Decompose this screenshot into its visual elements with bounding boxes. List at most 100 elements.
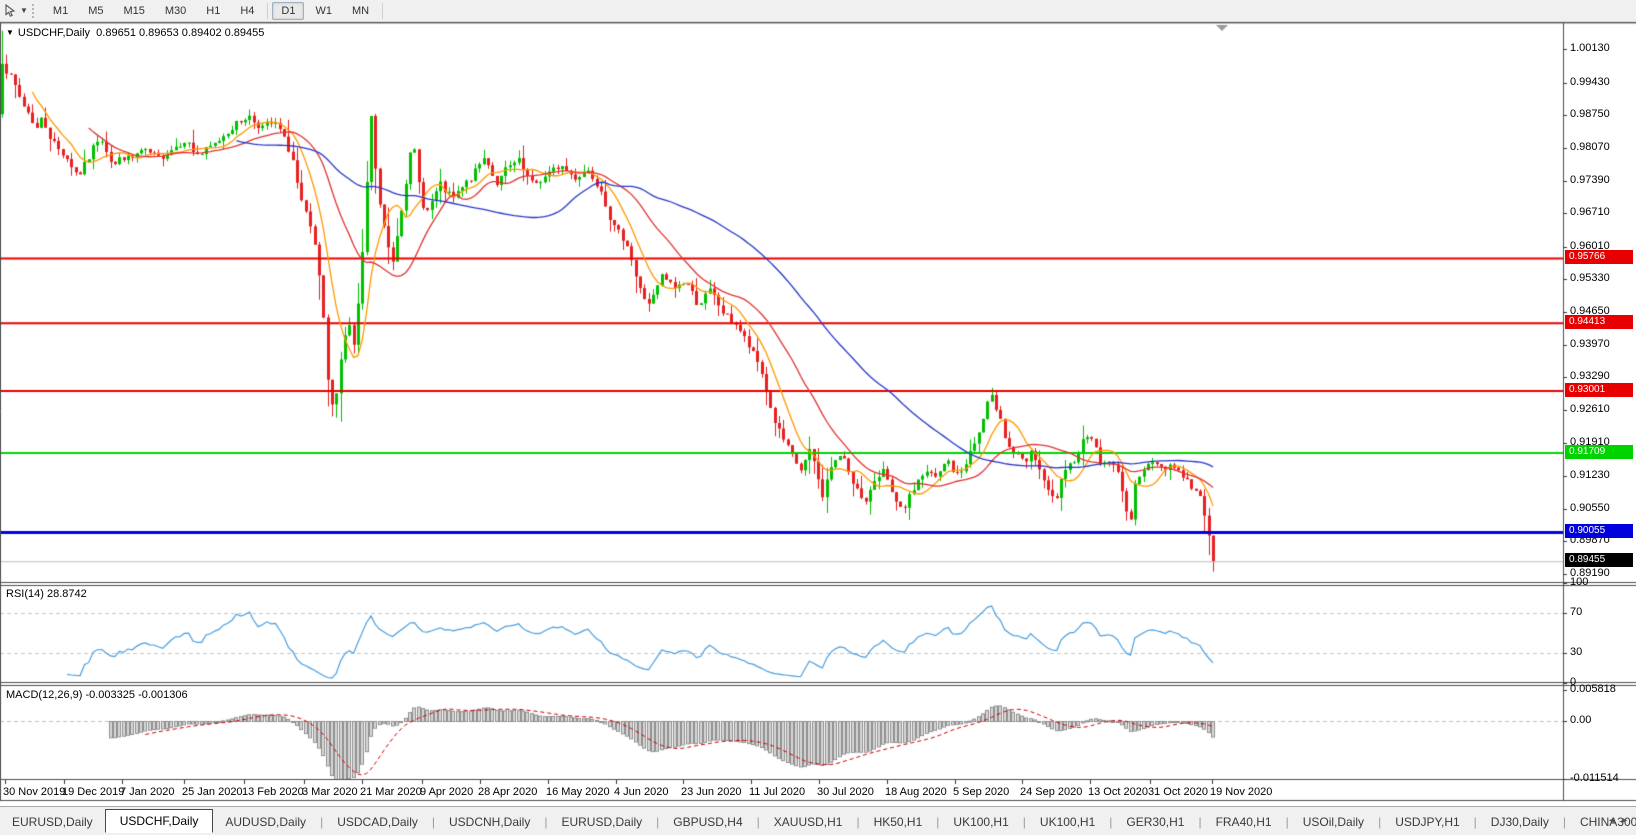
tab-fra40-h1[interactable]: FRA40,H1 bbox=[1215, 814, 1272, 829]
date-axis-label: 31 Oct 2020 bbox=[1148, 786, 1208, 798]
timeframe-button-m15[interactable]: M15 bbox=[123, 4, 145, 17]
date-axis-label: 24 Sep 2020 bbox=[1020, 786, 1083, 798]
chart-title-ohlc: 0.89651 0.89653 0.89402 0.89455 bbox=[96, 27, 265, 39]
tab-gbpusd-h4[interactable]: GBPUSD,H4 bbox=[673, 814, 743, 829]
price-tick-label: 0.94650 bbox=[1570, 304, 1610, 317]
tab-usoil-daily[interactable]: USOil,Daily bbox=[1302, 814, 1365, 829]
tab-separator: | bbox=[1378, 814, 1382, 829]
date-axis-label: 25 Jan 2020 bbox=[182, 786, 243, 798]
tab-eurusd-daily[interactable]: EURUSD,Daily bbox=[561, 814, 643, 829]
tab-eurusd-daily[interactable]: EURUSD,Daily bbox=[12, 814, 93, 829]
price-tick-label: 0.90550 bbox=[1570, 501, 1610, 514]
tab-hk50-h1[interactable]: HK50,H1 bbox=[873, 814, 923, 829]
date-axis-label: 30 Nov 2019 bbox=[3, 786, 66, 798]
tab-separator: | bbox=[936, 814, 940, 829]
tab-separator: | bbox=[1473, 814, 1477, 829]
price-tick-label: 0.97390 bbox=[1570, 173, 1610, 186]
price-tick-label: 0.92610 bbox=[1570, 402, 1610, 415]
price-tick-label: 0.98750 bbox=[1570, 108, 1610, 121]
date-axis-label: 23 Jun 2020 bbox=[681, 786, 742, 798]
macd-tick-label: -0.011514 bbox=[1570, 772, 1619, 784]
price-tick-label: 0.99430 bbox=[1570, 75, 1610, 88]
date-axis-label: 13 Oct 2020 bbox=[1088, 786, 1148, 798]
tab-dj30-daily[interactable]: DJ30,Daily bbox=[1490, 814, 1549, 829]
toolbar-separator bbox=[382, 2, 384, 19]
level-price-badge[interactable]: 0.94413 bbox=[1565, 315, 1633, 330]
tab-uk100-h1[interactable]: UK100,H1 bbox=[953, 814, 1009, 829]
level-price-badge[interactable]: 0.95766 bbox=[1565, 250, 1633, 265]
date-axis-label: 4 Jun 2020 bbox=[614, 786, 669, 798]
rsi-label: RSI(14) 28.8742 bbox=[6, 588, 87, 600]
timeframe-button-mn[interactable]: MN bbox=[351, 4, 370, 17]
collapse-chart-icon[interactable]: ▼ bbox=[6, 28, 14, 37]
timeframe-button-h1[interactable]: H1 bbox=[206, 4, 221, 17]
date-axis-label: 13 Feb 2020 bbox=[242, 786, 304, 798]
date-axis-label: 28 Apr 2020 bbox=[478, 786, 538, 798]
date-axis-label: 19 Nov 2020 bbox=[1210, 786, 1273, 798]
price-tick-label: 0.89190 bbox=[1570, 566, 1610, 579]
timeframe-button-m30[interactable]: M30 bbox=[164, 4, 187, 17]
cursor-arrow-glyph bbox=[4, 4, 15, 17]
timeframe-buttons: M1 M5 M15 M30 H1 H4 D1 W1 MN bbox=[43, 1, 386, 20]
tab-separator: | bbox=[656, 814, 660, 829]
rsi-tick-label: 100 bbox=[1570, 576, 1589, 588]
tab-usdcnh-daily[interactable]: USDCNH,Daily bbox=[449, 814, 531, 829]
tab-ger30-h1[interactable]: GER30,H1 bbox=[1126, 814, 1185, 829]
tab-separator: | bbox=[1198, 814, 1202, 829]
cursor-tool-icon[interactable] bbox=[0, 2, 20, 20]
toolbar-drag-handle[interactable] bbox=[31, 3, 39, 18]
tab-usdcad-daily[interactable]: USDCAD,Daily bbox=[337, 814, 418, 829]
price-tick-label: 0.93290 bbox=[1570, 370, 1610, 383]
level-price-badge[interactable]: 0.90055 bbox=[1565, 524, 1633, 539]
tab-separator: | bbox=[1109, 814, 1113, 829]
rsi-tick-label: 0 bbox=[1570, 676, 1577, 688]
timeframe-button-h4[interactable]: H4 bbox=[240, 4, 255, 17]
date-axis-label: 11 Jul 2020 bbox=[749, 786, 806, 798]
macd-label: MACD(12,26,9) -0.003325 -0.001306 bbox=[6, 689, 188, 701]
level-price-badge[interactable]: 0.93001 bbox=[1565, 383, 1633, 398]
tab-usdjpy-h1[interactable]: USDJPY,H1 bbox=[1395, 814, 1460, 829]
tab-audusd-daily[interactable]: AUDUSD,Daily bbox=[225, 814, 307, 829]
date-axis-label: 18 Aug 2020 bbox=[885, 786, 947, 798]
tab-separator: | bbox=[320, 814, 324, 829]
tabs-scroll-right-icon[interactable]: ► bbox=[1620, 815, 1633, 825]
tab-separator: | bbox=[1285, 814, 1289, 829]
symbol-tabs: EURUSD,Daily USDCHF,Daily AUDUSD,Daily | USD… bbox=[0, 808, 1636, 833]
tab-uk100-h1[interactable]: UK100,H1 bbox=[1039, 814, 1096, 829]
toolbar-separator bbox=[267, 2, 269, 19]
tab-usdchf-daily[interactable]: USDCHF,Daily bbox=[104, 808, 214, 833]
chart-title: ▼ USDCHF,Daily 0.89651 0.89653 0.89402 0.… bbox=[6, 27, 264, 39]
date-axis-label: 19 Dec 2019 bbox=[62, 786, 125, 798]
macd-tick-label: 0.00 bbox=[1570, 714, 1592, 726]
tab-separator: | bbox=[544, 814, 548, 829]
chart-title-symbol: USDCHF,Daily bbox=[17, 27, 91, 39]
toolbar: ▼ M1 M5 M15 M30 H1 H4 D1 W1 MN bbox=[0, 0, 1636, 22]
price-tick-label: 0.96710 bbox=[1570, 206, 1610, 219]
tab-xauusd-h1[interactable]: XAUUSD,H1 bbox=[773, 814, 843, 829]
tab-separator: | bbox=[431, 814, 435, 829]
macd-tick-label: 0.005818 bbox=[1570, 683, 1616, 695]
tab-separator: | bbox=[1562, 814, 1566, 829]
price-tick-label: 1.00130 bbox=[1570, 42, 1610, 55]
tab-separator: | bbox=[856, 814, 860, 829]
timeframe-button-w1[interactable]: W1 bbox=[315, 4, 332, 17]
timeframe-button-d1[interactable]: D1 bbox=[272, 1, 305, 20]
date-axis-label: 7 Jan 2020 bbox=[120, 786, 175, 798]
timeframe-button-m1[interactable]: M1 bbox=[52, 4, 69, 17]
level-price-badge[interactable]: 0.91709 bbox=[1565, 445, 1633, 460]
tabs-scroll-left-icon[interactable]: ◄ bbox=[1607, 815, 1621, 825]
date-axis-label: 16 May 2020 bbox=[546, 786, 610, 798]
price-tick-label: 0.98070 bbox=[1570, 140, 1610, 153]
date-axis-label: 30 Jul 2020 bbox=[817, 786, 874, 798]
tab-separator: | bbox=[1022, 814, 1026, 829]
tool-dropdown-caret-icon[interactable]: ▼ bbox=[20, 6, 28, 15]
rsi-tick-label: 70 bbox=[1570, 606, 1583, 618]
price-tick-label: 0.96010 bbox=[1570, 239, 1610, 252]
timeframe-button-m5[interactable]: M5 bbox=[88, 4, 104, 17]
date-axis-label: 9 Apr 2020 bbox=[420, 786, 474, 798]
tab-china300-h1[interactable]: CHINA300,H1 bbox=[1579, 814, 1636, 829]
price-tick-label: 0.95330 bbox=[1570, 272, 1610, 285]
rsi-tick-label: 30 bbox=[1570, 646, 1583, 658]
